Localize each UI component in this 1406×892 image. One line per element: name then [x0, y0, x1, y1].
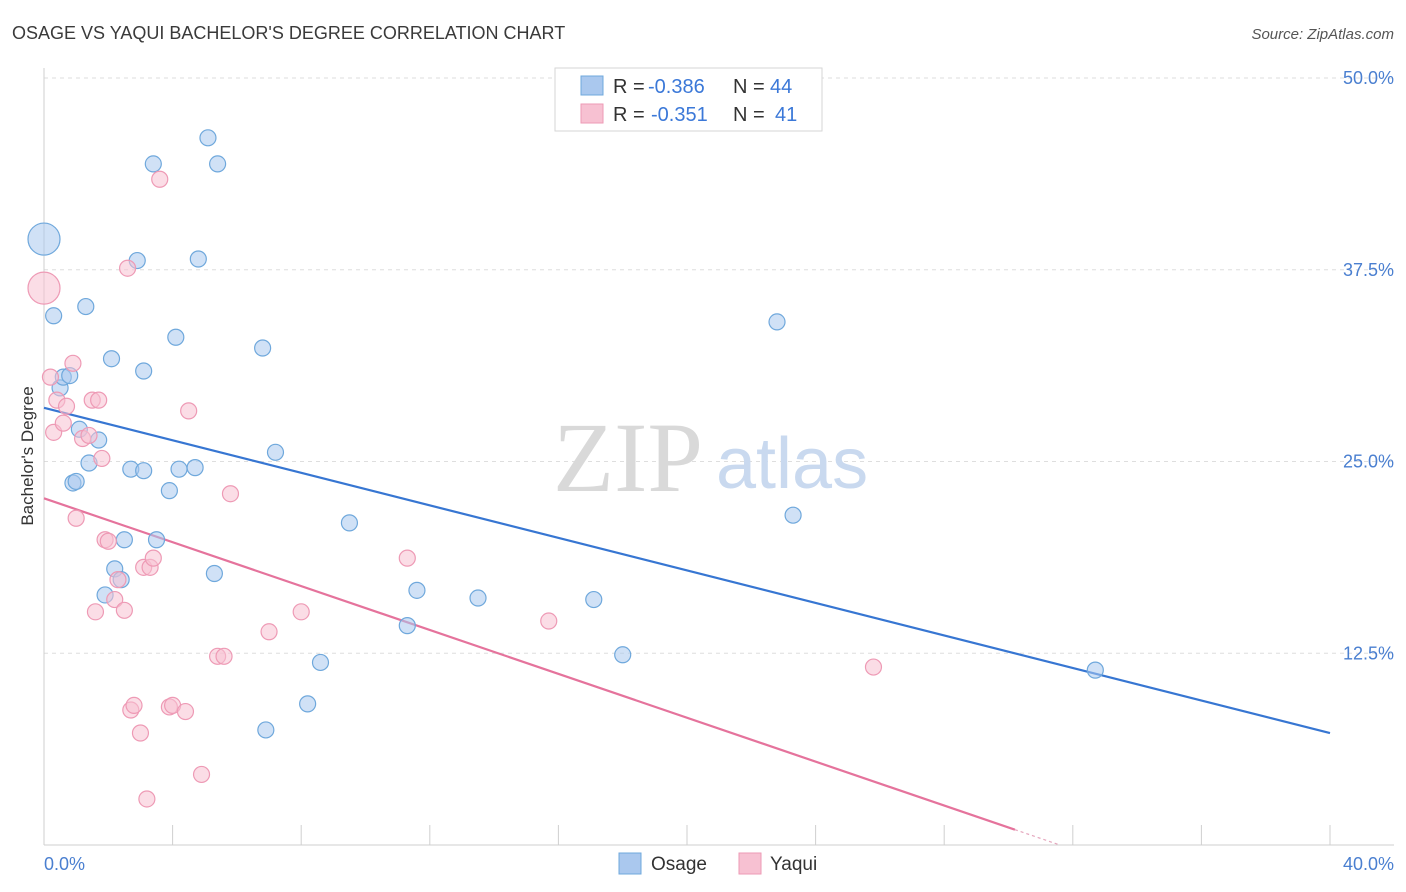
- y-axis-label: Bachelor's Degree: [18, 386, 37, 525]
- yaqui-point-31: [180, 402, 198, 420]
- yaqui-point-38: [398, 549, 416, 567]
- data-points: [27, 129, 1104, 808]
- osage-point-26: [189, 250, 207, 268]
- x-tick-label-max: 40.0%: [1343, 854, 1394, 874]
- yaqui-point-26: [144, 549, 162, 567]
- osage-point-43: [1086, 661, 1104, 679]
- legend-swatch-yaqui: [580, 103, 604, 124]
- yaqui-point-18: [115, 601, 133, 619]
- yaqui-point-15: [99, 532, 117, 550]
- legend-swatch-osage: [580, 75, 604, 96]
- osage-point-21: [147, 531, 166, 549]
- osage-point-18: [135, 462, 153, 480]
- osage-point-42: [784, 506, 802, 524]
- yaqui-point-36: [260, 623, 278, 641]
- y-tick-label-2: 37.5%: [1343, 260, 1394, 280]
- yaqui-point-4: [54, 414, 72, 432]
- osage-point-39: [585, 590, 603, 609]
- osage-point-32: [266, 443, 285, 461]
- yaqui-point-16: [106, 590, 124, 609]
- osage-point-28: [205, 564, 223, 583]
- osage-point-25: [186, 459, 204, 477]
- series-legend-label-osage: Osage: [651, 854, 707, 875]
- yaqui-point-34: [215, 647, 233, 665]
- osage-point-8: [77, 297, 95, 316]
- watermark: ZIP atlas: [553, 402, 868, 513]
- stats-legend: R = -0.386 N = 44 R = -0.351 N = 41: [554, 67, 823, 132]
- osage-point-24: [170, 460, 188, 478]
- legend-r-value-yaqui: -0.351: [651, 104, 708, 126]
- osage-point-1: [45, 307, 63, 325]
- y-tick-label-0: 12.5%: [1343, 643, 1394, 663]
- yaqui-trend-line: [43, 497, 1016, 831]
- yaqui-point-39: [540, 612, 558, 630]
- yaqui-point-21: [125, 696, 143, 715]
- yaqui-point-17: [109, 571, 127, 589]
- trend-lines: [43, 406, 1331, 846]
- legend-r-label-yaqui: R =: [613, 104, 645, 126]
- osage-point-33: [299, 695, 317, 713]
- watermark-zip: ZIP: [553, 402, 703, 513]
- osage-point-41: [768, 313, 786, 331]
- series-legend-label-yaqui: Yaqui: [770, 854, 817, 875]
- yaqui-point-11: [86, 603, 105, 621]
- osage-point-40: [614, 646, 632, 664]
- yaqui-point-13: [93, 449, 111, 468]
- osage-point-15: [115, 531, 133, 549]
- yaqui-point-6: [64, 354, 82, 372]
- legend-n-value-osage: 44: [770, 76, 792, 98]
- yaqui-point-30: [176, 702, 195, 721]
- yaqui-point-35: [221, 485, 240, 503]
- y-tick-labels: 12.5% 25.0% 37.5% 50.0%: [1343, 68, 1394, 663]
- osage-point-31: [257, 721, 275, 739]
- yaqui-point-37: [292, 603, 310, 621]
- osage-point-20: [144, 155, 162, 173]
- legend-n-value-yaqui: 41: [775, 104, 797, 126]
- yaqui-point-40: [864, 658, 883, 676]
- yaqui-point-24: [138, 790, 156, 808]
- chart-source: Source: ZipAtlas.com: [1251, 26, 1394, 43]
- watermark-atlas: atlas: [716, 424, 868, 504]
- series-legend-swatch-yaqui: [738, 852, 762, 875]
- osage-point-36: [398, 617, 416, 635]
- osage-point-29: [209, 155, 227, 173]
- yaqui-point-1: [41, 368, 60, 386]
- osage-trend-line: [43, 406, 1331, 735]
- yaqui-trend-extension: [1014, 829, 1061, 846]
- yaqui-point-32: [192, 765, 211, 784]
- osage-point-30: [254, 339, 272, 357]
- yaqui-point-5: [57, 397, 76, 415]
- osage-point-19: [135, 362, 153, 380]
- osage-point-27: [199, 129, 217, 147]
- legend-r-value-osage: -0.386: [648, 76, 705, 98]
- yaqui-point-22: [131, 724, 150, 742]
- yaqui-point-27: [151, 170, 169, 188]
- yaqui-point-12: [90, 391, 108, 409]
- y-tick-label-1: 25.0%: [1343, 452, 1394, 472]
- chart-title: OSAGE VS YAQUI BACHELOR'S DEGREE CORRELA…: [12, 23, 565, 43]
- legend-r-label-osage: R =: [613, 76, 645, 98]
- osage-point-23: [167, 328, 185, 346]
- osage-point-22: [160, 482, 178, 500]
- yaqui-point-9: [80, 426, 98, 445]
- yaqui-point-7: [67, 509, 85, 527]
- yaqui-point-0: [27, 271, 61, 305]
- yaqui-point-19: [118, 259, 137, 277]
- osage-point-37: [408, 581, 426, 599]
- x-tick-label-min: 0.0%: [44, 854, 85, 874]
- legend-n-label-yaqui: N =: [733, 104, 765, 126]
- osage-point-38: [469, 589, 487, 607]
- y-tick-label-3: 50.0%: [1343, 68, 1394, 88]
- osage-point-35: [340, 514, 359, 532]
- series-legend-swatch-osage: [618, 852, 642, 875]
- osage-point-34: [311, 653, 330, 672]
- osage-point-6: [67, 472, 85, 491]
- osage-point-12: [102, 350, 121, 368]
- legend-n-label-osage: N =: [733, 76, 765, 98]
- osage-point-0: [27, 222, 61, 256]
- x-axis-ticks: [43, 825, 1331, 845]
- series-legend: Osage Yaqui: [618, 852, 817, 875]
